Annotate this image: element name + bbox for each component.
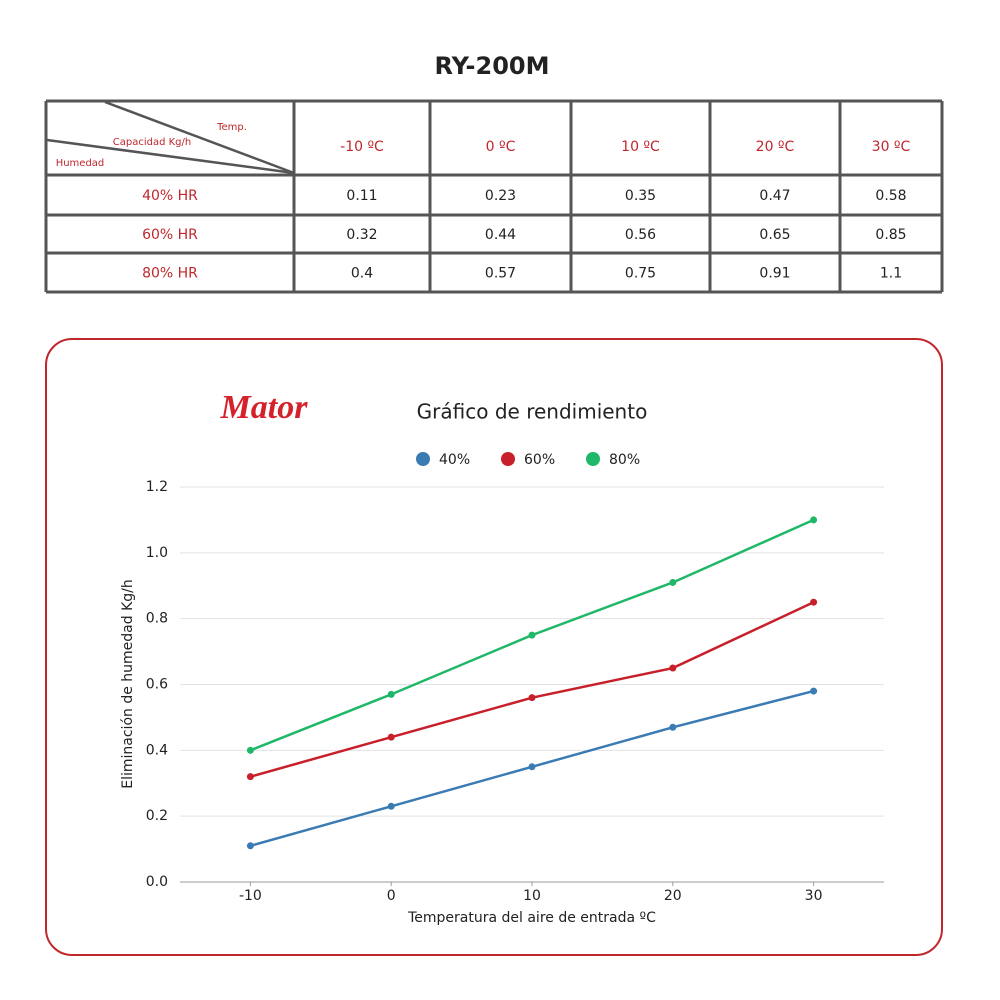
table-cell: 1.1 — [880, 266, 902, 282]
legend-swatch — [501, 452, 515, 466]
data-point — [246, 773, 254, 781]
x-tick-label: 20 — [664, 888, 682, 904]
y-tick-label: 0.0 — [146, 874, 168, 890]
data-point — [810, 687, 818, 695]
table-cell: 0.56 — [625, 227, 656, 243]
data-point — [528, 694, 536, 702]
x-axis-label: Temperatura del aire de entrada ºC — [407, 910, 656, 926]
x-tick-label: 30 — [805, 888, 823, 904]
table-cell: 0.35 — [625, 188, 656, 204]
legend-label: 60% — [524, 452, 555, 468]
table-cell: 0.58 — [875, 188, 906, 204]
data-point — [387, 802, 395, 810]
row-header: 60% HR — [142, 227, 198, 243]
y-tick-label: 0.8 — [146, 611, 168, 627]
data-point — [669, 578, 677, 586]
table-cell: 0.65 — [759, 227, 790, 243]
y-tick-label: 0.6 — [146, 677, 168, 693]
data-point — [528, 763, 536, 771]
table-cell: 0.85 — [875, 227, 906, 243]
y-tick-label: 0.4 — [146, 742, 168, 758]
table-cell: 0.11 — [346, 188, 377, 204]
table-cell: 0.32 — [346, 227, 377, 243]
legend-label: 40% — [439, 452, 470, 468]
legend-swatch — [586, 452, 600, 466]
logo: Mator — [220, 389, 309, 426]
table-cell: 0.23 — [485, 188, 516, 204]
legend-label: 80% — [609, 452, 640, 468]
data-point — [810, 516, 818, 524]
legend-swatch — [416, 452, 430, 466]
table-cell: 0.91 — [759, 266, 790, 282]
y-axis-label: Eliminación de humedad Kg/h — [120, 579, 136, 789]
page-title: RY-200M — [435, 52, 550, 80]
table-cell: 0.47 — [759, 188, 790, 204]
data-point — [810, 598, 818, 606]
x-tick-label: 0 — [387, 888, 396, 904]
row-header: 40% HR — [142, 188, 198, 204]
data-point — [528, 631, 536, 639]
corner-temp: Temp. — [216, 122, 247, 133]
table-cell: 0.44 — [485, 227, 516, 243]
table-cell: 0.57 — [485, 266, 516, 282]
data-point — [669, 664, 677, 672]
column-header: 30 ºC — [872, 139, 911, 155]
corner-diagonal — [46, 138, 295, 175]
y-tick-label: 1.0 — [146, 545, 168, 561]
y-tick-label: 0.2 — [146, 808, 168, 824]
x-tick-label: -10 — [239, 888, 262, 904]
table-cell: 0.4 — [351, 266, 373, 282]
row-header: 80% HR — [142, 266, 198, 282]
data-point — [246, 746, 254, 754]
column-header: 10 ºC — [621, 139, 660, 155]
column-header: -10 ºC — [340, 139, 384, 155]
chart-panel — [45, 338, 943, 956]
data-point — [246, 842, 254, 850]
y-tick-label: 1.2 — [146, 479, 168, 495]
x-tick-label: 10 — [523, 888, 541, 904]
spec-table: Temp. Capacidad Kg/h Humedad -10 ºC 0 ºC 1… — [44, 99, 944, 294]
corner-capacity: Capacidad Kg/h — [113, 137, 191, 148]
column-header: 20 ºC — [756, 139, 795, 155]
corner-humidity: Humedad — [56, 158, 105, 169]
corner-diagonal — [104, 100, 295, 175]
chart-title: Gráfico de rendimiento — [417, 400, 648, 424]
data-point — [669, 723, 677, 731]
data-point — [387, 733, 395, 741]
column-header: 0 ºC — [486, 139, 516, 155]
table-cell: 0.75 — [625, 266, 656, 282]
data-point — [387, 690, 395, 698]
